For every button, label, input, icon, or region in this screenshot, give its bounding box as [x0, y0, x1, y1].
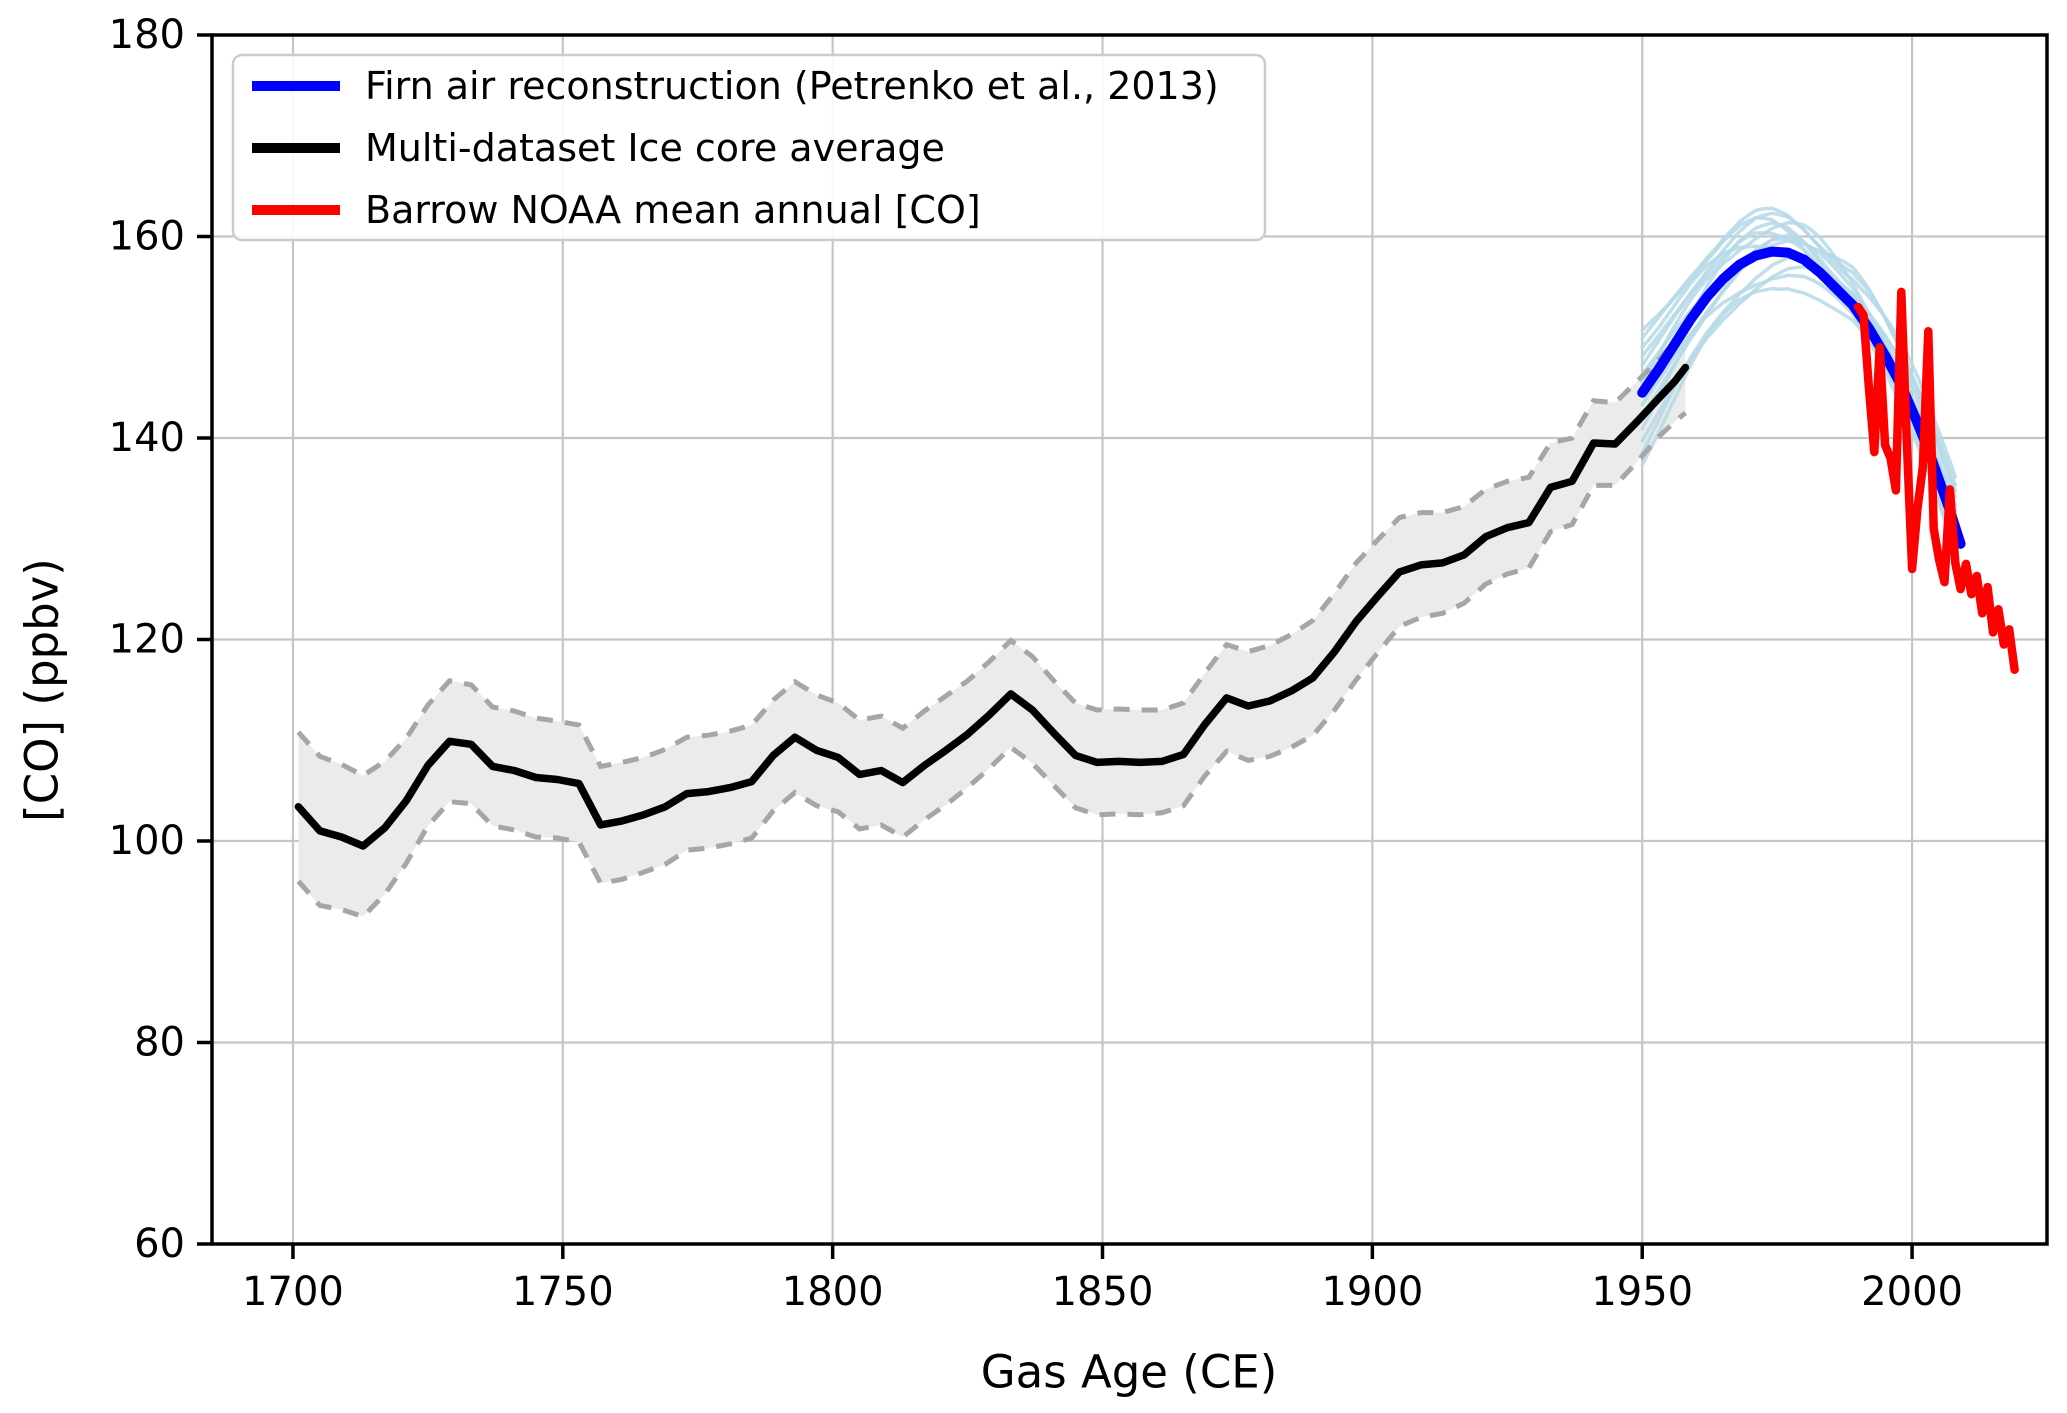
y-tick-label-180: 180: [109, 12, 185, 58]
x-tick-label-1850: 1850: [1052, 1269, 1154, 1315]
x-axis-label: Gas Age (CE): [981, 1346, 1278, 1399]
ice-core-uncertainty-fill: [298, 322, 1686, 917]
tick-labels: 1700 1750 1800 1850 1900 1950 2000 60 80 100 120 14…: [109, 12, 1963, 1315]
x-tick-label-1800: 1800: [782, 1269, 884, 1315]
x-tick-label-1750: 1750: [512, 1269, 614, 1315]
tick-marks: [197, 33, 1914, 1259]
legend-label-firn: Firn air reconstruction (Petrenko et al.…: [365, 64, 1219, 108]
x-tick-label-1900: 1900: [1321, 1269, 1423, 1315]
y-tick-label-80: 80: [134, 1020, 185, 1066]
barrow-noaa-line: [1853, 287, 2019, 674]
y-axis-label: [CO] (ppbv): [16, 558, 69, 822]
legend: Firn air reconstruction (Petrenko et al.…: [231, 53, 1267, 242]
ice-core-average-line: [294, 363, 1690, 850]
legend-label-icecore: Multi-dataset Ice core average: [365, 126, 945, 170]
y-tick-label-160: 160: [109, 214, 185, 260]
legend-label-barrow: Barrow NOAA mean annual [CO]: [365, 188, 981, 232]
y-tick-label-100: 100: [109, 818, 185, 864]
uncertainty-band: [298, 322, 1686, 917]
legend-box: [231, 53, 1267, 242]
uncertainty-lower-dashed: [296, 410, 1688, 920]
y-tick-label-140: 140: [109, 415, 185, 461]
uncertainty-band-dashed-edges: [296, 320, 1688, 920]
y-tick-label-120: 120: [109, 617, 185, 663]
data-series-lines: [294, 246, 2019, 850]
x-tick-label-2000: 2000: [1861, 1269, 1963, 1315]
x-tick-label-1700: 1700: [242, 1269, 344, 1315]
x-tick-label-1950: 1950: [1591, 1269, 1693, 1315]
y-tick-label-60: 60: [134, 1221, 185, 1267]
